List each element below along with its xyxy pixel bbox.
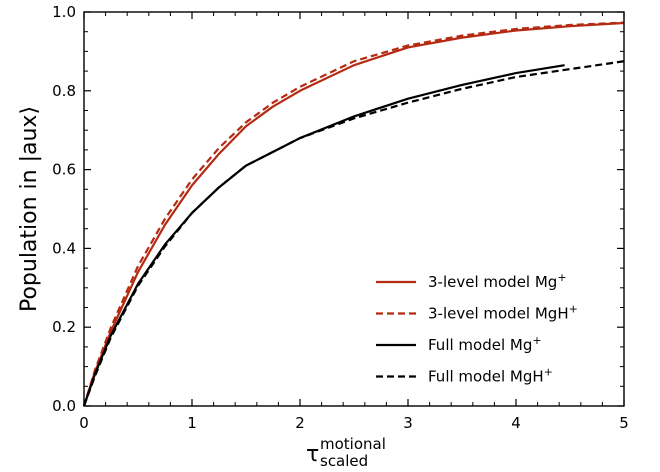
series-line-1 xyxy=(82,21,625,407)
y-tick-label-3: 0.6 xyxy=(52,161,76,179)
x-axis-label-subscript: scaled xyxy=(320,452,368,470)
y-axis-label: Population in |aux⟩ xyxy=(17,106,42,312)
legend-label-1: 3-level model MgH+ xyxy=(428,302,578,323)
series-line-2 xyxy=(82,64,565,407)
plot-frame xyxy=(83,11,625,407)
legend-label-0: 3-level model Mg+ xyxy=(428,271,567,292)
legend-label-3: Full model MgH+ xyxy=(428,365,553,386)
y-tick-label-5: 1.0 xyxy=(52,3,76,21)
x-axis-label-base: τ xyxy=(306,442,319,467)
series-line-3 xyxy=(82,60,625,407)
legend-label-sup-2: + xyxy=(532,334,541,347)
y-tick-label-2: 0.4 xyxy=(52,239,76,257)
legend-label-sup-0: + xyxy=(557,271,566,284)
y-tick-label-4: 0.8 xyxy=(52,82,76,100)
x-tick-label-4: 4 xyxy=(511,414,521,432)
y-tick-label-1: 0.2 xyxy=(52,318,76,336)
x-tick-label-2: 2 xyxy=(295,414,305,432)
y-tick-label-0: 0.0 xyxy=(52,397,76,415)
plot-lines xyxy=(82,21,625,407)
legend-label-sup-1: + xyxy=(569,302,578,315)
x-axis-label-superscript: motional xyxy=(320,435,386,453)
tick-labels: 0 1 2 3 4 5 0.0 0.2 0.4 0.6 0.8 1.0 xyxy=(52,3,629,432)
legend: 3-level model Mg+ 3-level model MgH+ Full … xyxy=(376,271,578,386)
x-tick-label-1: 1 xyxy=(187,414,197,432)
x-tick-label-5: 5 xyxy=(619,414,629,432)
legend-label-2: Full model Mg+ xyxy=(428,334,542,355)
x-tick-label-3: 3 xyxy=(403,414,413,432)
x-tick-label-0: 0 xyxy=(79,414,89,432)
legend-label-sup-3: + xyxy=(544,365,553,378)
ticks xyxy=(83,11,625,407)
series-line-0 xyxy=(82,21,625,407)
x-axis-label: τ xyxy=(306,442,319,467)
